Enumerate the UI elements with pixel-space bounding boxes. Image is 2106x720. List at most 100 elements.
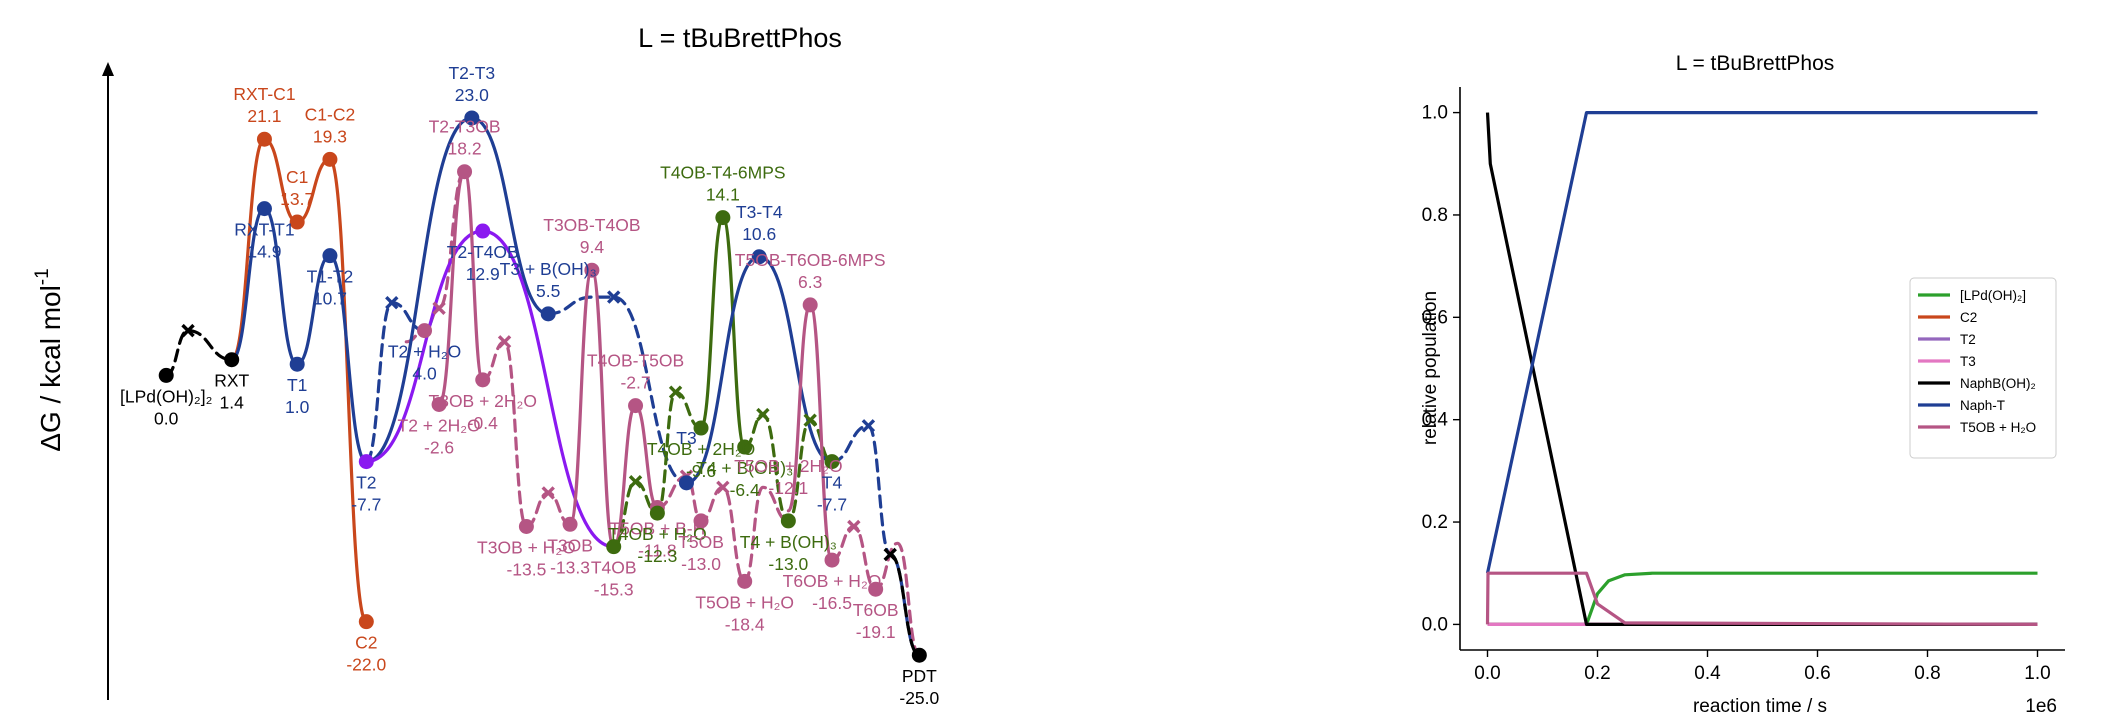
energy-label-LPd: [LPd(OH)₂]₂: [120, 386, 212, 406]
energy-path-black-0: [164, 328, 234, 377]
energy-value-RXT: 1.4: [220, 393, 245, 413]
energy-point-RXT-T1: [256, 201, 272, 217]
energy-point-T3: [678, 475, 694, 491]
energy-value-T2-T3OB: 18.2: [448, 139, 482, 159]
pop-y-tick-label-2: 0.4: [1422, 410, 1449, 431]
energy-point-T3OB2H2O: [475, 372, 491, 388]
pop-series-line-6: [1485, 571, 2038, 627]
pop-y-tick-label-3: 0.6: [1422, 307, 1448, 328]
energy-value-T4OB-T5OB: -2.7: [620, 373, 650, 393]
energy-label-T22H2O: T2 + 2H₂O: [398, 416, 481, 436]
pop-legend-frame: [1909, 277, 2057, 459]
pop-legend-label-0: [LPd(OH)₂]: [1960, 288, 2026, 303]
energy-value-T3-T4: 10.6: [742, 224, 776, 244]
energy-label-T3OB: T3OB: [547, 535, 593, 555]
energy-label-T5OBBH3: T5OB + B-H: [609, 518, 705, 538]
energy-point-T3OB-T4OB: [584, 262, 600, 278]
pop-y-tick-label-5: 1.0: [1422, 103, 1448, 124]
energy-value-T3OBH2O: -13.5: [506, 560, 546, 580]
pop-x-tick-label-2: 0.4: [1694, 663, 1721, 684]
energy-value-T1-T2: 10.7: [313, 289, 347, 309]
energy-label-C2: C2: [355, 633, 377, 653]
energy-label-T3OBH2O: T3OB + H₂O: [477, 538, 576, 558]
pop-legend-label-5: Naph-T: [1960, 398, 2005, 413]
pop-x-tick-label-5: 1.0: [2024, 663, 2050, 684]
energy-xmark-19-0: [883, 547, 897, 562]
energy-value-RXT-C1: 21.1: [247, 106, 281, 126]
energy-label-RXT: RXT: [214, 371, 249, 391]
energy-value-T2: -7.7: [351, 495, 381, 515]
energy-label-T2: T2: [356, 473, 376, 493]
pop-y-tick-label-0: 0.0: [1422, 614, 1448, 635]
energy-path-orange-1: [230, 137, 368, 624]
energy-y-label-text: ΔG / kcal mol: [35, 285, 66, 452]
energy-label-T4OB-T5OB: T4OB-T5OB: [587, 351, 684, 371]
energy-xmark-11-0: [628, 475, 643, 489]
energy-label-T3BOH3: T3 + B(OH)₃: [500, 259, 597, 279]
energy-label-T6OB: T6OB: [853, 600, 899, 620]
energy-xmark-12-1: [716, 480, 730, 495]
energy-point-T5OBH2O: [737, 573, 753, 589]
energy-y-label-sup: -1: [32, 268, 53, 285]
energy-value-T22H2O: -2.6: [424, 438, 454, 458]
energy-value-LPd: 0.0: [154, 408, 179, 428]
energy-value-T4OB2H2O: -9.6: [686, 461, 716, 481]
energy-profile-chart: L = tBuBrettPhos ΔG / kcal mol-1 [LPd(OH…: [32, 23, 940, 708]
energy-xmark-14-0: [756, 407, 770, 422]
energy-value-T6OB: -19.1: [856, 622, 896, 642]
energy-xmark-9-1: [541, 486, 555, 500]
energy-y-axis-arrow: [102, 62, 114, 76]
energy-point-T3OB: [562, 516, 578, 532]
energy-point-PDT: [911, 647, 927, 663]
energy-value-T5OB2H2O: -12.1: [768, 478, 808, 498]
pop-series-line-5: [1485, 110, 2038, 574]
energy-point-T4OB-T5OB: [628, 398, 644, 414]
energy-point-T4OB2H2O: [693, 420, 709, 436]
energy-label-T4OB2H2O: T4OB + 2H₂O: [647, 439, 755, 459]
energy-point-T22H2O: [431, 397, 447, 413]
energy-label-PDT: PDT: [902, 666, 937, 686]
pop-x-label: reaction time / s: [1693, 696, 1827, 717]
energy-label-T4H2Og: T4 + B(OH)₃: [740, 532, 837, 552]
energy-path-blue-6: [546, 295, 689, 485]
energy-point-T5OB: [693, 513, 709, 529]
energy-point-T2-T3OB: [457, 164, 473, 180]
energy-value-C1: 13.7: [280, 189, 314, 209]
pop-legend-label-2: T2: [1960, 332, 1976, 347]
pop-x-offset: 1e6: [2025, 696, 2057, 717]
energy-xmark-0-0: [181, 323, 195, 338]
energy-point-T1-T2: [322, 248, 338, 264]
energy-value-C2: -22.0: [346, 655, 386, 675]
pop-x-tick-label-0: 0.0: [1474, 663, 1500, 684]
energy-xmark-4-0: [432, 301, 446, 315]
energy-value-T3BOH3: 5.5: [536, 281, 560, 301]
energy-point-T1: [289, 356, 305, 372]
energy-point-C2: [358, 614, 374, 630]
pop-x-tick-label-1: 0.2: [1584, 663, 1610, 684]
energy-xmark-14-1: [803, 413, 817, 427]
energy-label-T3-T4: T3-T4: [736, 202, 783, 222]
energy-label-T4: T4: [822, 473, 843, 493]
energy-xmark-3-0: [385, 295, 399, 310]
energy-label-T3OB-T4OB: T3OB-T4OB: [543, 215, 640, 235]
energy-value-T4OBH2O: -12.3: [637, 546, 677, 566]
energy-point-C1: [289, 214, 305, 230]
energy-value-T5OB: -13.0: [681, 554, 721, 574]
pop-y-tick-label-4: 0.8: [1422, 205, 1448, 226]
energy-label-T2-T3OB: T2-T3OB: [429, 117, 501, 137]
energy-xmark-18-0: [847, 519, 861, 534]
energy-value-T2-T4OB: 12.9: [466, 264, 500, 284]
energy-value-T1: 1.0: [285, 397, 310, 417]
pop-x-tick-label-3: 0.6: [1804, 663, 1830, 684]
pop-series-lines: [1485, 110, 2038, 627]
energy-value-T4OB-T4-6MPS: 14.1: [706, 185, 740, 205]
energy-label-RXT-C1: RXT-C1: [233, 84, 295, 104]
energy-value-T4H2Og: -13.0: [768, 554, 808, 574]
energy-title: L = tBuBrettPhos: [638, 23, 842, 53]
energy-value-T3OB2H2O: -0.4: [468, 413, 498, 433]
energy-label-T4BOH3g: T4 + B(OH)₃: [696, 458, 793, 478]
energy-point-T2: [358, 454, 374, 470]
energy-label-T5OB-T6OB-6MPS: T5OB-T6OB-6MPS: [735, 250, 886, 270]
energy-point-T4H2Og: [780, 513, 796, 529]
